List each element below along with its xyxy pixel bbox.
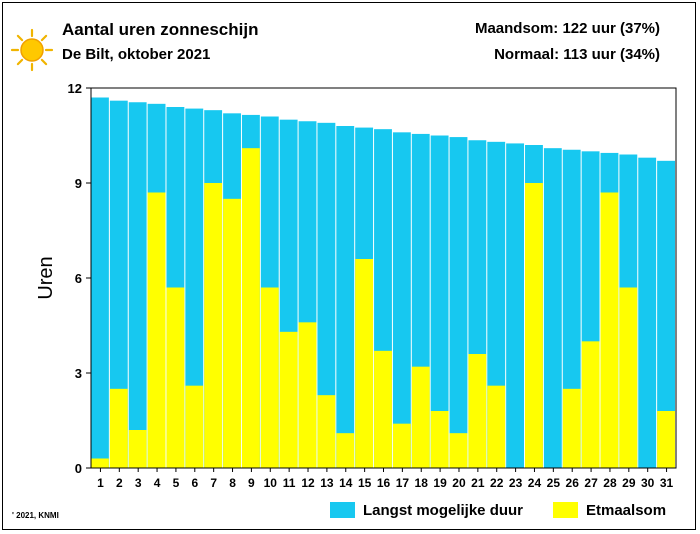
x-tick-label-24: 24 <box>528 476 542 490</box>
bar-actual-14 <box>336 433 355 468</box>
x-tick-label-25: 25 <box>547 476 561 490</box>
bar-actual-18 <box>411 366 430 468</box>
x-tick-label-23: 23 <box>509 476 523 490</box>
x-tick-label-13: 13 <box>320 476 334 490</box>
bar-actual-11 <box>279 331 298 468</box>
x-tick-label-12: 12 <box>301 476 315 490</box>
bar-possible-23 <box>506 143 525 469</box>
x-tick-label-6: 6 <box>191 476 198 490</box>
x-tick-label-7: 7 <box>210 476 217 490</box>
legend-item-possible: Langst mogelijke duur <box>330 500 523 520</box>
normal-stat: Normaal: 113 uur (34%) <box>494 46 660 63</box>
bar-actual-27 <box>581 341 600 468</box>
x-tick-label-14: 14 <box>339 476 353 490</box>
y-tick-label-9: 9 <box>75 176 82 191</box>
bar-possible-19 <box>430 135 449 468</box>
legend-label-actual: Etmaalsom <box>586 501 667 519</box>
month-total-stat: Maandsom: 122 uur (37%) <box>474 20 660 37</box>
bar-actual-17 <box>392 423 411 468</box>
x-tick-label-15: 15 <box>358 476 372 490</box>
x-tick-label-8: 8 <box>229 476 236 490</box>
bar-actual-26 <box>562 388 581 468</box>
bar-possible-13 <box>317 122 336 468</box>
bar-actual-29 <box>619 287 638 468</box>
bar-actual-6 <box>185 385 204 468</box>
copyright-note: ' 2021, KNMI <box>12 511 59 520</box>
legend-item-actual: Etmaalsom <box>553 500 666 520</box>
bar-actual-28 <box>600 192 619 468</box>
x-tick-label-5: 5 <box>173 476 180 490</box>
x-tick-label-1: 1 <box>97 476 104 490</box>
x-tick-label-30: 30 <box>641 476 655 490</box>
x-tick-label-4: 4 <box>154 476 161 490</box>
bar-actual-3 <box>128 430 147 468</box>
x-tick-label-26: 26 <box>566 476 580 490</box>
y-tick-label-6: 6 <box>75 271 82 286</box>
x-tick-label-9: 9 <box>248 476 255 490</box>
legend-label-possible: Langst mogelijke duur <box>363 501 524 519</box>
y-tick-label-0: 0 <box>75 461 82 476</box>
chart-title: Aantal uren zonneschijn <box>62 20 259 39</box>
bar-actual-13 <box>317 395 336 468</box>
legend-swatch-possible <box>330 502 355 518</box>
x-tick-label-20: 20 <box>452 476 466 490</box>
x-tick-label-27: 27 <box>584 476 598 490</box>
bar-possible-30 <box>638 157 657 469</box>
bar-possible-1 <box>91 97 109 468</box>
bar-possible-25 <box>543 148 562 469</box>
y-axis-label: Uren <box>35 256 57 299</box>
x-tick-label-16: 16 <box>377 476 391 490</box>
bar-actual-8 <box>223 198 241 468</box>
y-tick-label-3: 3 <box>75 366 82 381</box>
bar-actual-10 <box>260 287 279 468</box>
bar-actual-2 <box>109 388 128 468</box>
bar-actual-15 <box>355 259 374 468</box>
x-tick-label-10: 10 <box>264 476 278 490</box>
bar-possible-6 <box>185 108 204 468</box>
bar-possible-14 <box>336 126 355 468</box>
bar-actual-4 <box>147 192 166 468</box>
x-tick-label-11: 11 <box>283 476 296 490</box>
y-tick-label-12: 12 <box>68 81 82 96</box>
bar-actual-19 <box>430 411 449 468</box>
x-tick-label-29: 29 <box>622 476 636 490</box>
bar-possible-2 <box>109 100 128 469</box>
bar-possible-20 <box>449 137 468 468</box>
bar-actual-21 <box>468 354 487 468</box>
bar-actual-31 <box>657 411 675 468</box>
bar-possible-17 <box>392 132 411 468</box>
x-tick-label-17: 17 <box>396 476 410 490</box>
bar-actual-12 <box>298 322 317 468</box>
sun-icon <box>10 28 54 72</box>
x-tick-label-28: 28 <box>603 476 617 490</box>
bar-actual-1 <box>91 458 109 468</box>
bar-possible-31 <box>657 160 675 468</box>
x-tick-label-18: 18 <box>415 476 429 490</box>
x-tick-label-19: 19 <box>433 476 447 490</box>
x-tick-label-22: 22 <box>490 476 504 490</box>
x-tick-label-3: 3 <box>135 476 142 490</box>
x-tick-label-21: 21 <box>471 476 485 490</box>
bar-actual-22 <box>487 385 506 468</box>
chart-subtitle: De Bilt, oktober 2021 <box>62 46 211 63</box>
legend-swatch-actual <box>553 502 578 518</box>
bar-possible-3 <box>128 102 147 468</box>
bar-actual-7 <box>204 183 223 468</box>
bar-actual-9 <box>241 148 260 469</box>
bar-actual-20 <box>449 433 468 468</box>
x-tick-label-31: 31 <box>660 476 674 490</box>
bar-actual-24 <box>525 183 543 468</box>
bar-actual-5 <box>166 287 185 468</box>
bar-possible-26 <box>562 149 581 468</box>
x-tick-label-2: 2 <box>116 476 123 490</box>
bar-actual-16 <box>374 350 392 468</box>
